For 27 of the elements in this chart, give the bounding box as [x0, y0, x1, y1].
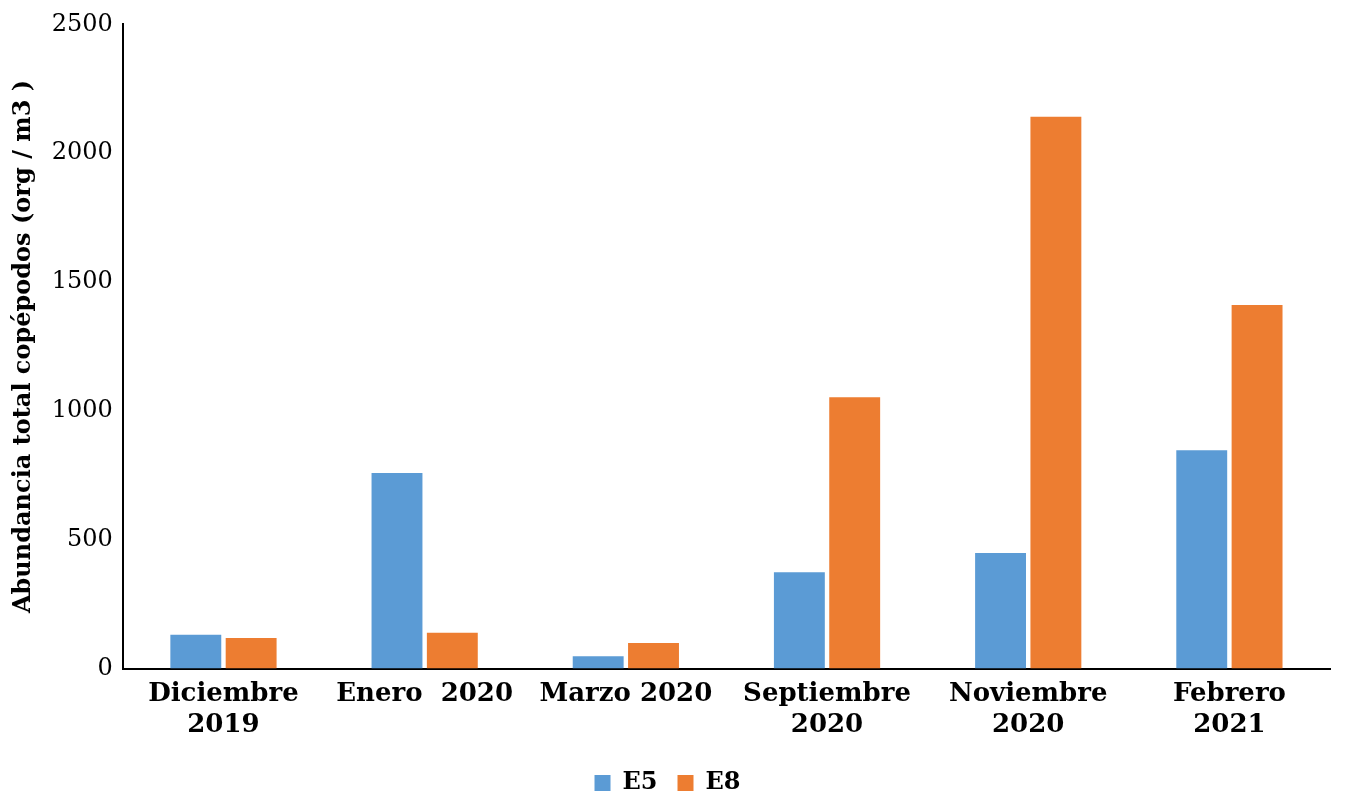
bar [1030, 116, 1082, 669]
bar [426, 632, 478, 669]
x-tick-label: Septiembre 2020 [743, 676, 911, 739]
y-tick-label: 1000 [51, 395, 113, 424]
bar [371, 473, 423, 669]
x-tick-label: Enero 2020 [336, 676, 514, 707]
legend-label: E5 [622, 766, 658, 796]
y-tick-label: 1500 [51, 266, 113, 295]
y-tick-label: 2000 [51, 137, 113, 166]
bar [225, 637, 277, 669]
x-tick-label: Marzo 2020 [539, 676, 713, 707]
y-tick-label: 2500 [51, 8, 113, 37]
bar [572, 656, 624, 669]
x-tick-label: Diciembre 2019 [148, 676, 299, 739]
bar [829, 397, 881, 669]
y-axis-title: Abundancia total copépodos (org / m3 ) [6, 79, 36, 615]
x-tick-label: Febrero 2021 [1172, 676, 1286, 739]
legend-label: E8 [705, 766, 741, 796]
y-tick-label: 0 [97, 652, 113, 681]
x-tick-label: Noviembre 2020 [948, 676, 1108, 739]
bar [628, 643, 679, 669]
bar [975, 552, 1027, 669]
bar [170, 634, 222, 669]
bar [1176, 450, 1228, 669]
y-tick-label: 500 [67, 523, 113, 552]
bar [773, 572, 825, 669]
bar [1231, 305, 1283, 669]
